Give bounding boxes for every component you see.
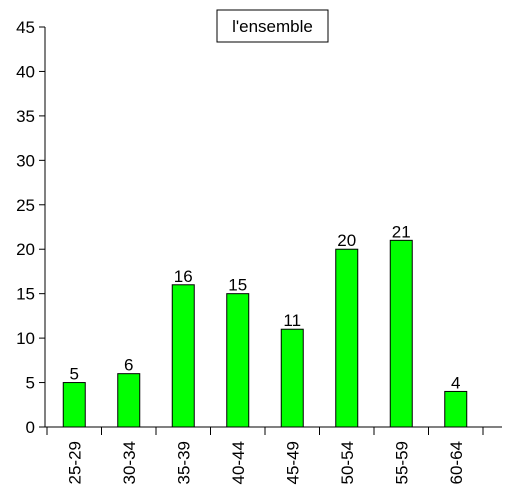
- bar-value-label: 11: [283, 311, 301, 330]
- legend: l'ensemble: [216, 9, 329, 43]
- bar: [444, 390, 468, 428]
- x-category-label: 55-59: [392, 441, 411, 484]
- y-tick-label: 45: [16, 18, 35, 37]
- y-tick-label: 15: [16, 285, 35, 304]
- bar: [280, 328, 304, 428]
- bar-value-label: 15: [228, 276, 247, 295]
- y-tick-label: 10: [16, 329, 35, 348]
- y-tick-label: 40: [16, 62, 35, 81]
- x-category-label: 35-39: [174, 441, 193, 484]
- x-category-label: 40-44: [229, 441, 248, 484]
- x-category-label: 60-64: [447, 441, 466, 484]
- legend-box: [216, 9, 329, 43]
- y-tick-label: 5: [26, 374, 35, 393]
- y-axis: 0 5 10 15 20 25 30 35 40 45: [16, 18, 46, 437]
- bar: [389, 239, 413, 428]
- bar: [226, 293, 250, 428]
- bar: [62, 382, 86, 428]
- y-tick-label: 30: [16, 151, 35, 170]
- bar-value-label: 6: [124, 356, 133, 375]
- x-category-label: 30-34: [120, 441, 139, 484]
- x-category-label: 50-54: [338, 441, 357, 484]
- y-tick-label: 35: [16, 107, 35, 126]
- bars: 5 6 16 15 11 20 21 4: [62, 222, 468, 428]
- bar-value-label: 5: [70, 365, 79, 384]
- bar: [117, 373, 141, 428]
- x-category-label: 45-49: [283, 441, 302, 484]
- bar-value-label: 20: [337, 231, 356, 250]
- y-tick-label: 20: [16, 240, 35, 259]
- bar-value-label: 4: [451, 373, 460, 392]
- x-axis: 25-29 30-34 35-39 40-44 45-49 50-54 55-59 60-64: [45, 426, 502, 484]
- x-category-label: 25-29: [65, 441, 84, 484]
- y-tick-label: 0: [26, 418, 35, 437]
- y-tick-label: 25: [16, 196, 35, 215]
- bar: [171, 284, 195, 428]
- bar: [335, 248, 359, 428]
- bar-value-label: 21: [392, 222, 411, 241]
- legend-label: l'ensemble: [232, 17, 313, 36]
- bar-value-label: 16: [174, 267, 193, 286]
